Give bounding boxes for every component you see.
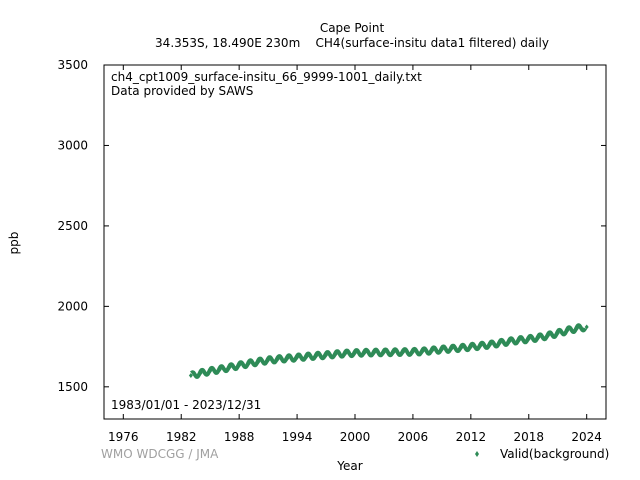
data-point	[188, 373, 193, 379]
data-point	[497, 340, 502, 346]
data-point	[555, 330, 560, 336]
data-point	[217, 366, 222, 372]
x-tick-label: 1994	[282, 430, 313, 444]
series-line	[189, 323, 587, 379]
data-point	[584, 324, 589, 330]
data-point	[285, 355, 290, 361]
data-point	[478, 343, 483, 349]
chart-subtitle: 34.353S, 18.490E 230m CH4(surface-insitu…	[155, 36, 549, 50]
data-point	[343, 351, 348, 357]
data-point	[449, 346, 454, 352]
y-tick-label: 3000	[57, 138, 88, 152]
x-axis: 1976 1982 1988 1994 2000 2006 2012 2018 2024	[108, 65, 602, 444]
y-axis-label: ppb	[7, 232, 21, 255]
data-point	[198, 370, 203, 376]
data-point	[246, 360, 251, 366]
data-point	[314, 353, 319, 359]
data-point	[575, 325, 580, 331]
data-point	[430, 347, 435, 353]
data-point	[381, 349, 386, 355]
data-point	[517, 337, 522, 343]
credit-text: WMO WDCGG / JMA	[101, 447, 219, 461]
x-tick-label: 2000	[340, 430, 371, 444]
data-point	[420, 348, 425, 354]
data-point	[468, 344, 473, 350]
data-point	[401, 349, 406, 355]
data-point	[256, 359, 261, 365]
chart-title: Cape Point	[320, 21, 385, 35]
data-point	[546, 333, 551, 339]
date-range-annotation: 1983/01/01 - 2023/12/31	[111, 398, 261, 412]
data-point	[237, 362, 242, 368]
x-axis-label: Year	[336, 459, 362, 473]
legend-marker	[475, 451, 479, 457]
data-point	[333, 351, 338, 357]
data-point	[507, 338, 512, 344]
data-point	[372, 350, 377, 356]
data-point	[362, 350, 367, 356]
data-point	[439, 346, 444, 352]
x-tick-label: 1976	[108, 430, 139, 444]
x-tick-label: 2024	[571, 430, 602, 444]
file-annotation: ch4_cpt1009_surface-insitu_66_9999-1001_…	[111, 70, 422, 84]
data-point	[227, 365, 232, 371]
data-point	[391, 349, 396, 355]
legend: Valid(background)	[475, 447, 609, 461]
x-tick-label: 2018	[513, 430, 544, 444]
data-point	[353, 350, 357, 356]
y-tick-label: 1500	[57, 380, 88, 394]
x-tick-label: 1982	[166, 430, 197, 444]
y-axis: 1500 2000 2500 3000 3500	[57, 58, 606, 394]
data-point	[526, 336, 531, 342]
y-tick-label: 2000	[57, 299, 88, 313]
data-point	[324, 352, 329, 358]
data-point	[565, 328, 570, 333]
data-point	[208, 368, 213, 374]
x-tick-label: 1988	[224, 430, 255, 444]
data-point	[488, 342, 493, 348]
data-point	[266, 357, 271, 363]
y-tick-label: 2500	[57, 219, 88, 233]
data-point	[459, 345, 464, 351]
y-tick-label: 3500	[57, 58, 88, 72]
data-point	[275, 356, 280, 362]
series-valid-background	[188, 323, 589, 379]
provider-annotation: Data provided by SAWS	[111, 84, 253, 98]
data-point	[304, 354, 309, 360]
x-tick-label: 2006	[398, 430, 429, 444]
data-point	[410, 349, 415, 355]
legend-label: Valid(background)	[500, 447, 609, 461]
x-tick-label: 2012	[456, 430, 487, 444]
data-point	[536, 335, 541, 341]
plot-area-frame	[103, 64, 607, 420]
data-point	[295, 355, 300, 361]
